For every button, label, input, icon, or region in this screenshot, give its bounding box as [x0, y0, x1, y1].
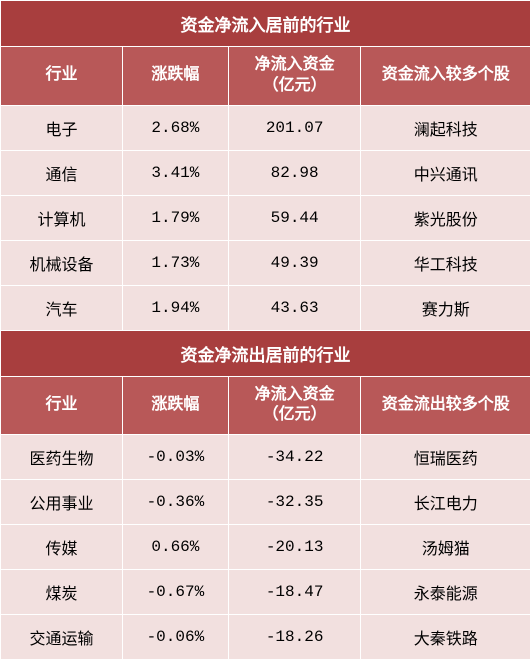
table-row: 汽车1.94%43.63赛力斯: [1, 285, 531, 330]
outflow-header-2: 净流入资金（亿元）: [228, 376, 361, 435]
outflow-cell-amount: -34.22: [228, 435, 361, 480]
inflow-cell-industry: 机械设备: [1, 240, 123, 285]
inflow-cell-stock: 赛力斯: [361, 285, 531, 330]
table-row: 传媒0.66%-20.13汤姆猫: [1, 525, 531, 570]
outflow-header-3: 资金流出较多个股: [361, 376, 531, 435]
inflow-cell-stock: 中兴通讯: [361, 150, 531, 195]
outflow-cell-amount: -32.35: [228, 480, 361, 525]
outflow-cell-pct: 0.66%: [122, 525, 228, 570]
inflow-cell-amount: 201.07: [228, 105, 361, 150]
table-row: 交通运输-0.06%-18.26大秦铁路: [1, 615, 531, 660]
outflow-cell-amount: -18.47: [228, 570, 361, 615]
inflow-cell-pct: 1.94%: [122, 285, 228, 330]
inflow-cell-industry: 电子: [1, 105, 123, 150]
outflow-cell-pct: -0.67%: [122, 570, 228, 615]
outflow-cell-stock: 汤姆猫: [361, 525, 531, 570]
outflow-cell-industry: 传媒: [1, 525, 123, 570]
table-row: 煤炭-0.67%-18.47永泰能源: [1, 570, 531, 615]
table-row: 通信3.41%82.98中兴通讯: [1, 150, 531, 195]
table-row: 公用事业-0.36%-32.35长江电力: [1, 480, 531, 525]
inflow-header-3: 资金流入较多个股: [361, 47, 531, 106]
inflow-cell-industry: 计算机: [1, 195, 123, 240]
outflow-title: 资金净流出居前的行业: [1, 330, 531, 376]
inflow-cell-industry: 通信: [1, 150, 123, 195]
outflow-cell-industry: 交通运输: [1, 615, 123, 660]
inflow-title: 资金净流入居前的行业: [1, 1, 531, 47]
table-row: 医药生物-0.03%-34.22恒瑞医药: [1, 435, 531, 480]
inflow-header-2: 净流入资金（亿元）: [228, 47, 361, 106]
outflow-cell-pct: -0.36%: [122, 480, 228, 525]
table-row: 机械设备1.73%49.39华工科技: [1, 240, 531, 285]
outflow-header-1: 涨跌幅: [122, 376, 228, 435]
inflow-cell-amount: 49.39: [228, 240, 361, 285]
inflow-cell-pct: 1.79%: [122, 195, 228, 240]
inflow-cell-industry: 汽车: [1, 285, 123, 330]
outflow-cell-industry: 医药生物: [1, 435, 123, 480]
inflow-cell-pct: 3.41%: [122, 150, 228, 195]
outflow-cell-pct: -0.06%: [122, 615, 228, 660]
outflow-cell-industry: 公用事业: [1, 480, 123, 525]
outflow-header-0: 行业: [1, 376, 123, 435]
outflow-cell-stock: 长江电力: [361, 480, 531, 525]
inflow-cell-amount: 82.98: [228, 150, 361, 195]
inflow-cell-stock: 华工科技: [361, 240, 531, 285]
fund-flow-table: 资金净流入居前的行业行业涨跌幅净流入资金（亿元）资金流入较多个股电子2.68%2…: [0, 0, 531, 660]
inflow-cell-pct: 1.73%: [122, 240, 228, 285]
inflow-header-0: 行业: [1, 47, 123, 106]
outflow-cell-pct: -0.03%: [122, 435, 228, 480]
outflow-cell-amount: -20.13: [228, 525, 361, 570]
outflow-cell-stock: 大秦铁路: [361, 615, 531, 660]
inflow-cell-amount: 43.63: [228, 285, 361, 330]
inflow-cell-stock: 紫光股份: [361, 195, 531, 240]
outflow-cell-stock: 恒瑞医药: [361, 435, 531, 480]
table-row: 电子2.68%201.07澜起科技: [1, 105, 531, 150]
outflow-cell-industry: 煤炭: [1, 570, 123, 615]
outflow-cell-stock: 永泰能源: [361, 570, 531, 615]
outflow-cell-amount: -18.26: [228, 615, 361, 660]
table-row: 计算机1.79%59.44紫光股份: [1, 195, 531, 240]
inflow-cell-pct: 2.68%: [122, 105, 228, 150]
inflow-cell-stock: 澜起科技: [361, 105, 531, 150]
inflow-cell-amount: 59.44: [228, 195, 361, 240]
inflow-header-1: 涨跌幅: [122, 47, 228, 106]
